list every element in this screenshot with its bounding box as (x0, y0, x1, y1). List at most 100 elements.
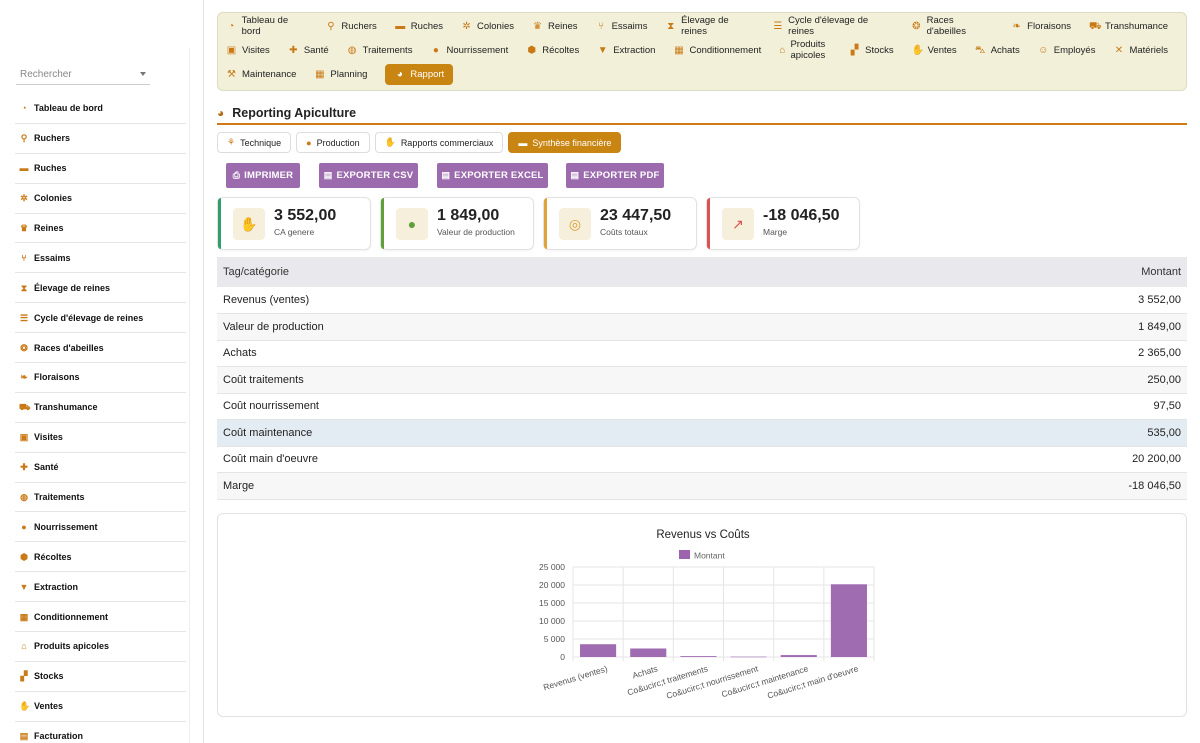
report-tab[interactable]: ● Production (296, 132, 370, 153)
print-button[interactable]: ⎙ IMPRIMER (226, 163, 300, 188)
file-icon: ▤ (570, 170, 580, 180)
pills-icon: ◍ (20, 492, 28, 503)
nav-item[interactable]: ✚ Santé (288, 40, 329, 60)
clipboard-check-icon: ▣ (226, 44, 237, 56)
sidebar-item[interactable]: ▞ Stocks (15, 662, 186, 692)
export-pdf-button[interactable]: ▤ EXPORTER PDF (566, 163, 664, 188)
nav-item[interactable]: ▦ Conditionnement (673, 40, 761, 60)
report-tab[interactable]: ▬ Synthèse financière (508, 132, 622, 153)
y-tick-label: 15 000 (539, 598, 565, 608)
sidebar-item[interactable]: ⚲ Ruchers (15, 124, 186, 154)
kpi-card: ◎ 23 447,50 Coûts totaux (543, 197, 697, 250)
nav-item-label: Extraction (613, 44, 656, 56)
hand-coin-icon: ✋ (384, 137, 396, 147)
sidebar-panel: Rechercher ◔ Tableau de bord ⚲ Ruchers ▬ Ruch… (0, 48, 190, 743)
nav-item[interactable]: ⚲ Ruchers (325, 16, 377, 36)
sidebar: Rechercher ◔ Tableau de bord ⚲ Ruchers ▬ Ruch… (0, 0, 204, 743)
nav-item[interactable]: ◍ Traitements (347, 40, 413, 60)
sidebar-item[interactable]: ☰ Cycle d'élevage de reines (15, 303, 186, 334)
legend-label: Montant (694, 551, 725, 561)
nav-item[interactable]: ⚒ Maintenance (226, 64, 296, 84)
nav-item[interactable]: ▼ Extraction (597, 40, 656, 60)
nav-item[interactable]: ♛ Reines (532, 16, 578, 36)
sidebar-item-label: Conditionnement (34, 611, 108, 622)
hand-coin-icon: ✋ (233, 208, 265, 240)
nav-item[interactable]: ▣ Visites (226, 40, 270, 60)
sidebar-item[interactable]: ◔ Tableau de bord (15, 94, 186, 124)
nav-item-label: Matériels (1129, 44, 1168, 56)
kpi-accent-bar (218, 198, 221, 249)
nav-item[interactable]: ⑂ Essaims (596, 16, 647, 36)
bar (830, 584, 867, 657)
leaf-icon: ❧ (20, 372, 28, 383)
page-title: Reporting Apiculture (232, 106, 357, 120)
sidebar-item[interactable]: ▬ Ruches (15, 154, 186, 184)
sidebar-item[interactable]: ✋ Ventes (15, 692, 186, 722)
nav-item[interactable]: ☰ Cycle d'élevage de reines (773, 15, 893, 37)
sidebar-item[interactable]: ✲ Colonies (15, 184, 186, 214)
tools-icon: ✕ (1114, 44, 1124, 56)
nav-item[interactable]: ✲ Colonies (461, 16, 514, 36)
report-tab[interactable]: ✋ Rapports commerciaux (374, 132, 504, 153)
sidebar-item[interactable]: ⑂ Essaims (15, 243, 186, 274)
user-icon: ☺ (1038, 44, 1049, 56)
nav-row-1: ◔ Tableau de bord ⚲ Ruchers ▬ Ruches ✲ Colonies… (226, 15, 1186, 37)
table-cell-amount: -18 046,50 (833, 472, 1187, 500)
sidebar-item[interactable]: ◍ Traitements (15, 483, 186, 513)
nav-item[interactable]: ▬ Ruches (395, 16, 443, 36)
sidebar-item[interactable]: ✚ Santé (15, 453, 186, 483)
sidebar-item[interactable]: ▼ Extraction (15, 572, 186, 603)
sidebar-item[interactable]: ❧ Floraisons (15, 363, 186, 393)
sidebar-item[interactable]: ● Nourrissement (15, 512, 186, 543)
nav-item-label: Nourrissement (446, 44, 509, 56)
report-tab[interactable]: ⚘ Technique (217, 132, 292, 153)
kpi-accent-bar (381, 198, 384, 249)
table-row: Valeur de production 1 849,00 (217, 313, 1187, 341)
nav-item[interactable]: ◔ Tableau de bord (226, 15, 307, 37)
table-cell-category: Coût nourrissement (217, 393, 834, 420)
kpi-value: -18 046,50 (763, 207, 840, 224)
sidebar-item[interactable]: ▤ Facturation (15, 722, 186, 743)
table-cell-category: Marge (217, 472, 834, 500)
nav-item[interactable]: ☺ Employés (1038, 40, 1095, 60)
pie-chart-icon: ◕ (396, 69, 403, 80)
nav-item[interactable]: ⛍ Achats (975, 40, 1020, 60)
sidebar-item[interactable]: ▣ Visites (15, 423, 186, 453)
sidebar-item[interactable]: ⛟ Transhumance (15, 393, 186, 423)
chevron-down-icon[interactable] (140, 72, 146, 76)
nav-item[interactable]: ✋ Ventes (912, 40, 957, 60)
sidebar-item[interactable]: ♛ Reines (15, 214, 186, 244)
table-row: Coût nourrissement 97,50 (217, 393, 1187, 420)
nav-item[interactable]: ● Nourrissement (430, 40, 508, 60)
sidebar-item[interactable]: ⬢ Récoltes (15, 542, 186, 573)
nav-item-label: Conditionnement (689, 44, 762, 56)
nav-item[interactable]: ⛟ Transhumance (1089, 16, 1168, 36)
sidebar-item[interactable]: ⌂ Produits apicoles (15, 632, 186, 662)
export-csv-button[interactable]: ▤ EXPORTER CSV (319, 163, 418, 188)
sidebar-item[interactable]: ⧗ Élevage de reines (15, 273, 186, 304)
kpi-accent-bar (707, 198, 710, 249)
nav-item[interactable]: ◕ Rapport (385, 64, 454, 85)
sidebar-item-label: Cycle d'élevage de reines (34, 312, 144, 323)
search-select[interactable]: Rechercher (16, 66, 150, 85)
sidebar-item[interactable]: ▦ Conditionnement (15, 602, 186, 633)
nav-item[interactable]: ▞ Stocks (849, 40, 894, 60)
nav-item[interactable]: ▦ Planning (314, 64, 367, 84)
bar (680, 656, 717, 657)
nav-item[interactable]: ❂ Races d'abeilles (911, 15, 993, 37)
nav-item[interactable]: ⧗ Élevage de reines (665, 15, 754, 37)
nav-item[interactable]: ⌂ Produits apicoles (779, 39, 831, 61)
sidebar-item[interactable]: ❂ Races d'abeilles (15, 333, 186, 364)
export-excel-button[interactable]: ▤ EXPORTER EXCEL (437, 163, 548, 188)
honey-icon: ⬢ (20, 551, 28, 562)
nav-item[interactable]: ✕ Matériels (1113, 40, 1168, 60)
nav-item[interactable]: ⬢ Récoltes (526, 40, 579, 60)
kpi-card: ● 1 849,00 Valeur de production (380, 197, 534, 250)
leaf-icon: ❧ (1012, 20, 1021, 32)
export-csv-label: EXPORTER CSV (336, 170, 414, 181)
nav-item[interactable]: ❧ Floraisons (1011, 16, 1071, 36)
kpi-value: 23 447,50 (600, 207, 672, 224)
kpi-label: CA genere (274, 227, 315, 237)
chart-title: Revenus vs Coûts (656, 529, 750, 541)
box-icon: ▬ (19, 163, 29, 174)
